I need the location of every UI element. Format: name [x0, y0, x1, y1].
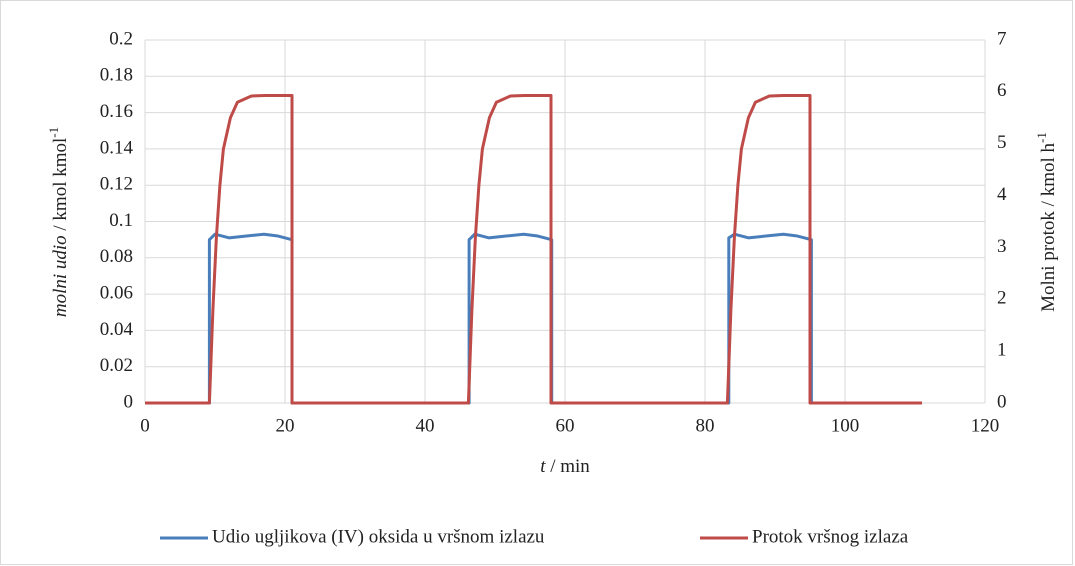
- y-tick-label: 0.08: [100, 246, 133, 267]
- x-tick-label: 60: [556, 415, 575, 436]
- x-axis-label: t / min: [540, 456, 590, 477]
- y-tick-label: 0.2: [109, 28, 133, 49]
- y2-label-sup: -1: [1034, 132, 1049, 143]
- y-label-rest: / kmol kmol: [50, 138, 71, 236]
- y-tick-label: 0: [124, 391, 134, 412]
- y2-tick-label: 7: [997, 28, 1007, 49]
- y2-tick-label: 3: [997, 236, 1007, 257]
- series-line: [145, 93, 922, 405]
- x-tick-label: 80: [696, 415, 715, 436]
- y2-tick-label: 4: [997, 184, 1007, 205]
- y2-tick-label: 2: [997, 288, 1007, 309]
- legend-label: Protok vršnog izlaza: [752, 526, 909, 547]
- y-tick-label: 0.12: [100, 174, 133, 195]
- x-tick-label: 100: [831, 415, 860, 436]
- y2-tick-label: 1: [997, 340, 1007, 361]
- x-label-rest: / min: [545, 456, 590, 477]
- x-tick-label: 40: [416, 415, 435, 436]
- y2-tick-label: 5: [997, 132, 1007, 153]
- y2-label-rest: Molni protok / kmol h: [1038, 142, 1059, 311]
- y-tick-label: 0.04: [100, 319, 134, 340]
- y-tick-label: 0.18: [100, 65, 133, 86]
- y2-axis-label: Molni protok / kmol h-1: [1034, 132, 1059, 312]
- x-tick-label: 20: [276, 415, 295, 436]
- y-tick-label: 0.1: [109, 210, 133, 231]
- y-label-italic: molni udio: [50, 235, 71, 317]
- y-tick-label: 0.14: [100, 137, 134, 158]
- legend-label: Udio ugljikova (IV) oksida u vršnom izla…: [212, 526, 545, 547]
- y-tick-label: 0.06: [100, 282, 133, 303]
- x-label-italic: t: [540, 456, 546, 477]
- y-tick-label: 0.16: [100, 101, 133, 122]
- y2-tick-label: 0: [997, 391, 1007, 412]
- y2-tick-label: 6: [997, 80, 1007, 101]
- series-line: [145, 232, 922, 405]
- y-label-sup: -1: [46, 127, 61, 138]
- y-tick-label: 0.02: [100, 355, 133, 376]
- x-tick-label: 0: [140, 415, 150, 436]
- y-axis-label: molni udio / kmol kmol-1: [46, 127, 71, 317]
- x-tick-label: 120: [971, 415, 1000, 436]
